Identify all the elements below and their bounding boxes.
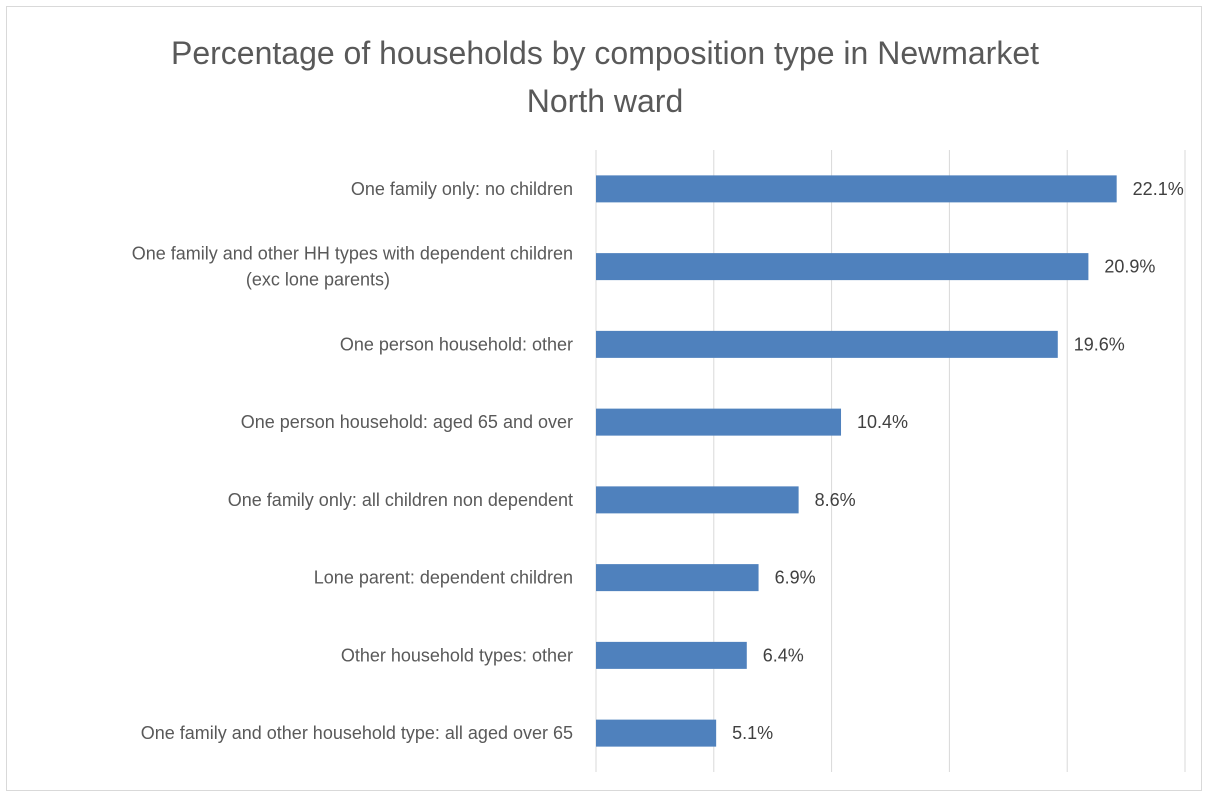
data-label: 22.1% bbox=[1133, 179, 1184, 199]
category-label: One person household: other bbox=[340, 334, 573, 354]
category-label: One family only: all children non depend… bbox=[228, 490, 573, 510]
labels: 22.1% One family only: no children 20.9% On… bbox=[132, 179, 1184, 743]
bars bbox=[596, 175, 1117, 747]
chart-title: Percentage of households by composition … bbox=[170, 35, 1040, 119]
bar bbox=[596, 253, 1089, 281]
bar-chart-plot: 22.1% One family only: no children 20.9% On… bbox=[132, 150, 1186, 772]
data-label: 20.9% bbox=[1104, 257, 1155, 277]
bar bbox=[596, 564, 759, 592]
category-label: One family only: no children bbox=[351, 179, 573, 199]
data-label: 19.6% bbox=[1074, 334, 1125, 354]
bar bbox=[596, 641, 747, 669]
bar bbox=[596, 719, 717, 747]
category-label: Other household types: other bbox=[341, 645, 573, 665]
data-label: 6.9% bbox=[775, 568, 816, 588]
data-label: 8.6% bbox=[815, 490, 856, 510]
bar bbox=[596, 330, 1058, 358]
bar bbox=[596, 408, 842, 436]
bar bbox=[596, 175, 1117, 203]
category-label: Lone parent: dependent children bbox=[314, 568, 573, 588]
data-label: 5.1% bbox=[732, 723, 773, 743]
chart-frame: Percentage of households by composition … bbox=[6, 6, 1202, 791]
gridlines bbox=[595, 150, 1186, 772]
category-label: One person household: aged 65 and over bbox=[241, 412, 573, 432]
data-label: 6.4% bbox=[763, 645, 804, 665]
category-label: One family and other household type: all… bbox=[141, 723, 573, 743]
category-label: One family and other HH types with depen… bbox=[132, 244, 573, 290]
data-label: 10.4% bbox=[857, 412, 908, 432]
bar bbox=[596, 486, 799, 514]
